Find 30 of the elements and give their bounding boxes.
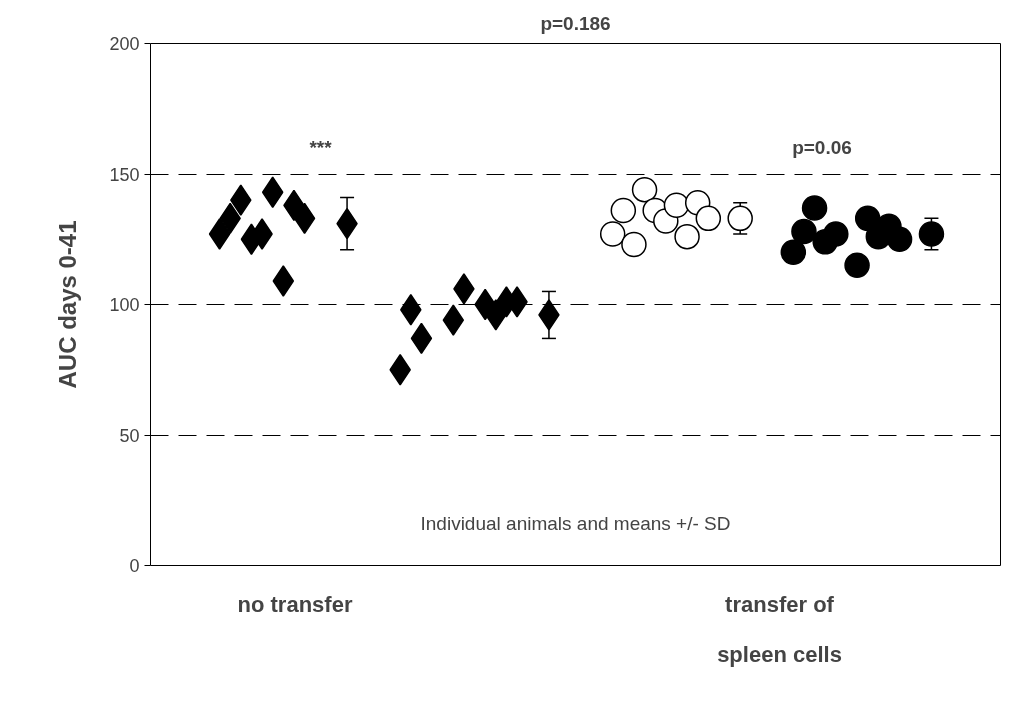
point (674, 223, 700, 250)
point (844, 252, 870, 279)
y-tick-label: 200 (109, 34, 140, 54)
point (621, 231, 647, 258)
point (886, 226, 913, 252)
point (801, 195, 828, 221)
point (442, 304, 465, 336)
y-axis-title: AUC days 0-41 (54, 220, 82, 389)
annotation: p=0.06 (792, 137, 852, 159)
point (791, 218, 817, 245)
annotation: *** (309, 137, 333, 159)
y-tick-label: 150 (109, 164, 140, 185)
y-tick-label: 50 (119, 425, 140, 446)
point (272, 265, 295, 297)
y-tick-label: 0 (129, 556, 140, 576)
annotation: Individual animals and means +/- SD (420, 513, 731, 535)
text: p=0.186 (540, 12, 611, 34)
point (208, 218, 231, 250)
point (663, 192, 690, 219)
y-tick-label: 100 (109, 295, 140, 315)
point (610, 197, 637, 224)
point (823, 221, 849, 247)
text: no transfer (237, 591, 353, 617)
point (695, 205, 722, 232)
point (780, 239, 807, 266)
point (727, 205, 753, 232)
point (631, 176, 658, 203)
point (599, 221, 626, 247)
text: transfer of spleen cells (717, 591, 842, 667)
point (918, 221, 945, 247)
